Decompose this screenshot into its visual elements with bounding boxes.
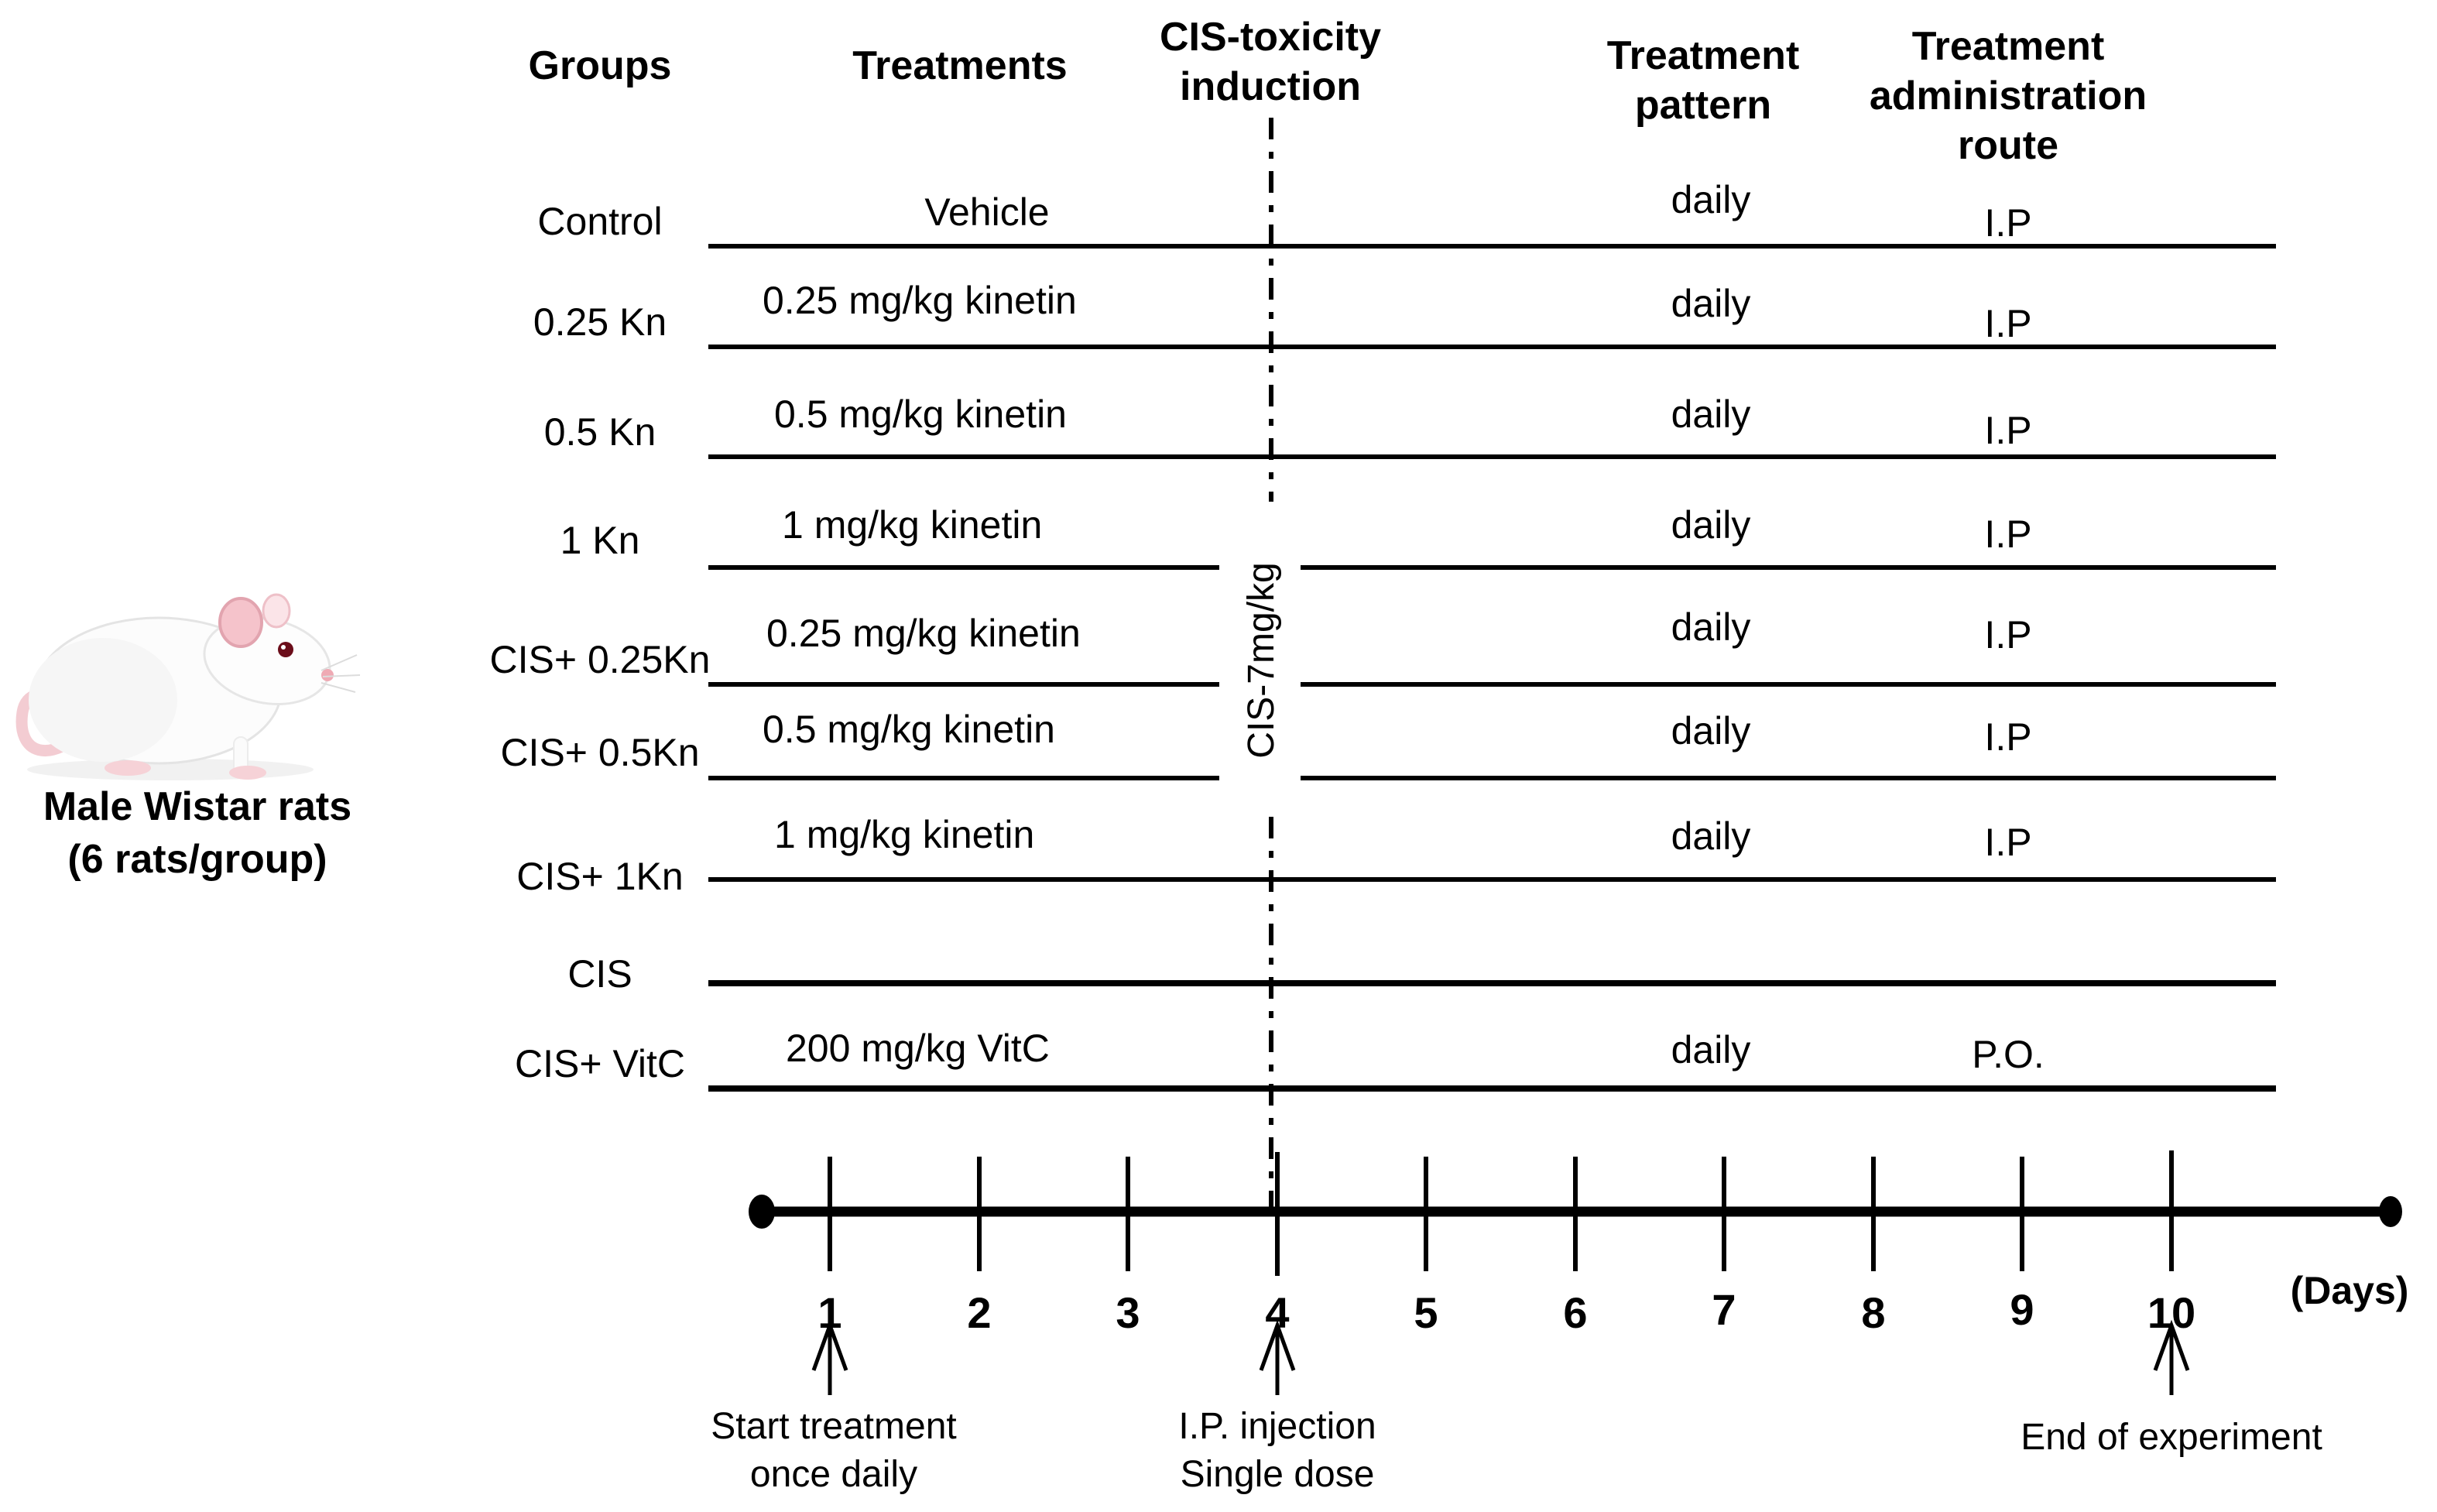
pattern-label: daily [1671, 1028, 1751, 1071]
group-label-025kn: 0.25 Kn [533, 300, 667, 344]
timeline-end-dot [2379, 1196, 2402, 1227]
group-label-05kn: 0.5 Kn [543, 410, 656, 454]
group-label-cis025kn: CIS+ 0.25Kn [489, 638, 711, 681]
day-tick-label: 4 [1265, 1288, 1290, 1337]
day1-arrow-icon [811, 1319, 848, 1395]
route-label: I.P [1984, 513, 2032, 556]
pattern-label: daily [1671, 282, 1751, 325]
treatments-column-header: Treatments [852, 43, 1068, 88]
treatment-label: 0.5 mg/kg kinetin [763, 708, 1055, 751]
rat-ear-far [262, 593, 291, 629]
pattern-label: daily [1671, 178, 1751, 221]
timeline-tick-marks [828, 1150, 2174, 1276]
treatment-label: 1 mg/kg kinetin [782, 503, 1043, 547]
treatment-label: 0.5 mg/kg kinetin [774, 393, 1067, 436]
route-label: I.P [1984, 821, 2032, 864]
treatment-administration-route-column-header: Treatment administration route [1869, 24, 2147, 168]
group-label-cis05kn: CIS+ 0.5Kn [500, 731, 700, 774]
annotation-ip-injection: I.P. injection Single dose [1178, 1406, 1376, 1495]
pattern-label: daily [1671, 503, 1751, 547]
day-tick-label: 8 [1861, 1288, 1886, 1337]
cis-dose-label: CIS-7mg/kg [1241, 562, 1282, 759]
day-tick-label: 5 [1414, 1288, 1438, 1337]
pattern-label: daily [1671, 393, 1751, 436]
cis-toxicity-induction-column-header: CIS-toxicity induction [1159, 15, 1382, 109]
rat-ear [218, 597, 263, 648]
treatment-pattern-column-header: Treatment pattern [1606, 33, 1800, 128]
subject-label: Male Wistar rats (6 rats/group) [43, 784, 352, 882]
annotation-end-of-experiment: End of experiment [2021, 1417, 2322, 1458]
rat-illustration [15, 593, 361, 780]
day-tick-label: 6 [1563, 1288, 1588, 1337]
group-label-cisvitc: CIS+ VitC [515, 1042, 685, 1085]
route-label: I.P [1984, 201, 2032, 245]
route-label: I.P [1984, 715, 2032, 759]
pattern-label: daily [1671, 814, 1751, 858]
timeline-axis-label: (Days) [2290, 1269, 2409, 1312]
route-label: I.P [1984, 613, 2032, 657]
group-label-1kn: 1 Kn [560, 519, 640, 562]
route-label: I.P [1984, 409, 2032, 452]
day-tick-label: 1 [817, 1288, 842, 1337]
treatment-label: 0.25 mg/kg kinetin [766, 612, 1081, 655]
day10-arrow-icon [2153, 1319, 2190, 1395]
pattern-label: daily [1671, 605, 1751, 649]
route-label: I.P [1984, 302, 2032, 345]
treatment-label: Vehicle [924, 190, 1050, 234]
day-tick-label: 9 [2010, 1285, 2034, 1334]
day4-arrow-icon [1259, 1319, 1296, 1395]
group-label-control: Control [537, 200, 663, 243]
treatment-label: 1 mg/kg kinetin [774, 813, 1035, 856]
rat-hind-foot [105, 760, 151, 776]
annotation-start-treatment: Start treatment once daily [711, 1406, 957, 1495]
day-tick-label: 7 [1712, 1285, 1736, 1334]
treatment-label: 0.25 mg/kg kinetin [763, 279, 1077, 322]
rat-whiskers [320, 654, 361, 693]
group-label-cis: CIS [567, 952, 632, 996]
rat-eye [278, 642, 293, 657]
rat-front-foot [229, 766, 266, 780]
groups-column-header: Groups [528, 43, 672, 88]
group-label-cis1kn: CIS+ 1Kn [516, 855, 684, 898]
day-tick-label: 3 [1116, 1288, 1140, 1337]
rat-nose [321, 669, 334, 681]
route-label: P.O. [1972, 1033, 2045, 1076]
timeline-start-dot [749, 1195, 775, 1229]
pattern-label: daily [1671, 709, 1751, 753]
treatment-label: 200 mg/kg VitC [786, 1027, 1050, 1070]
day-tick-label: 10 [2147, 1288, 2196, 1337]
day-tick-label: 2 [967, 1288, 992, 1337]
